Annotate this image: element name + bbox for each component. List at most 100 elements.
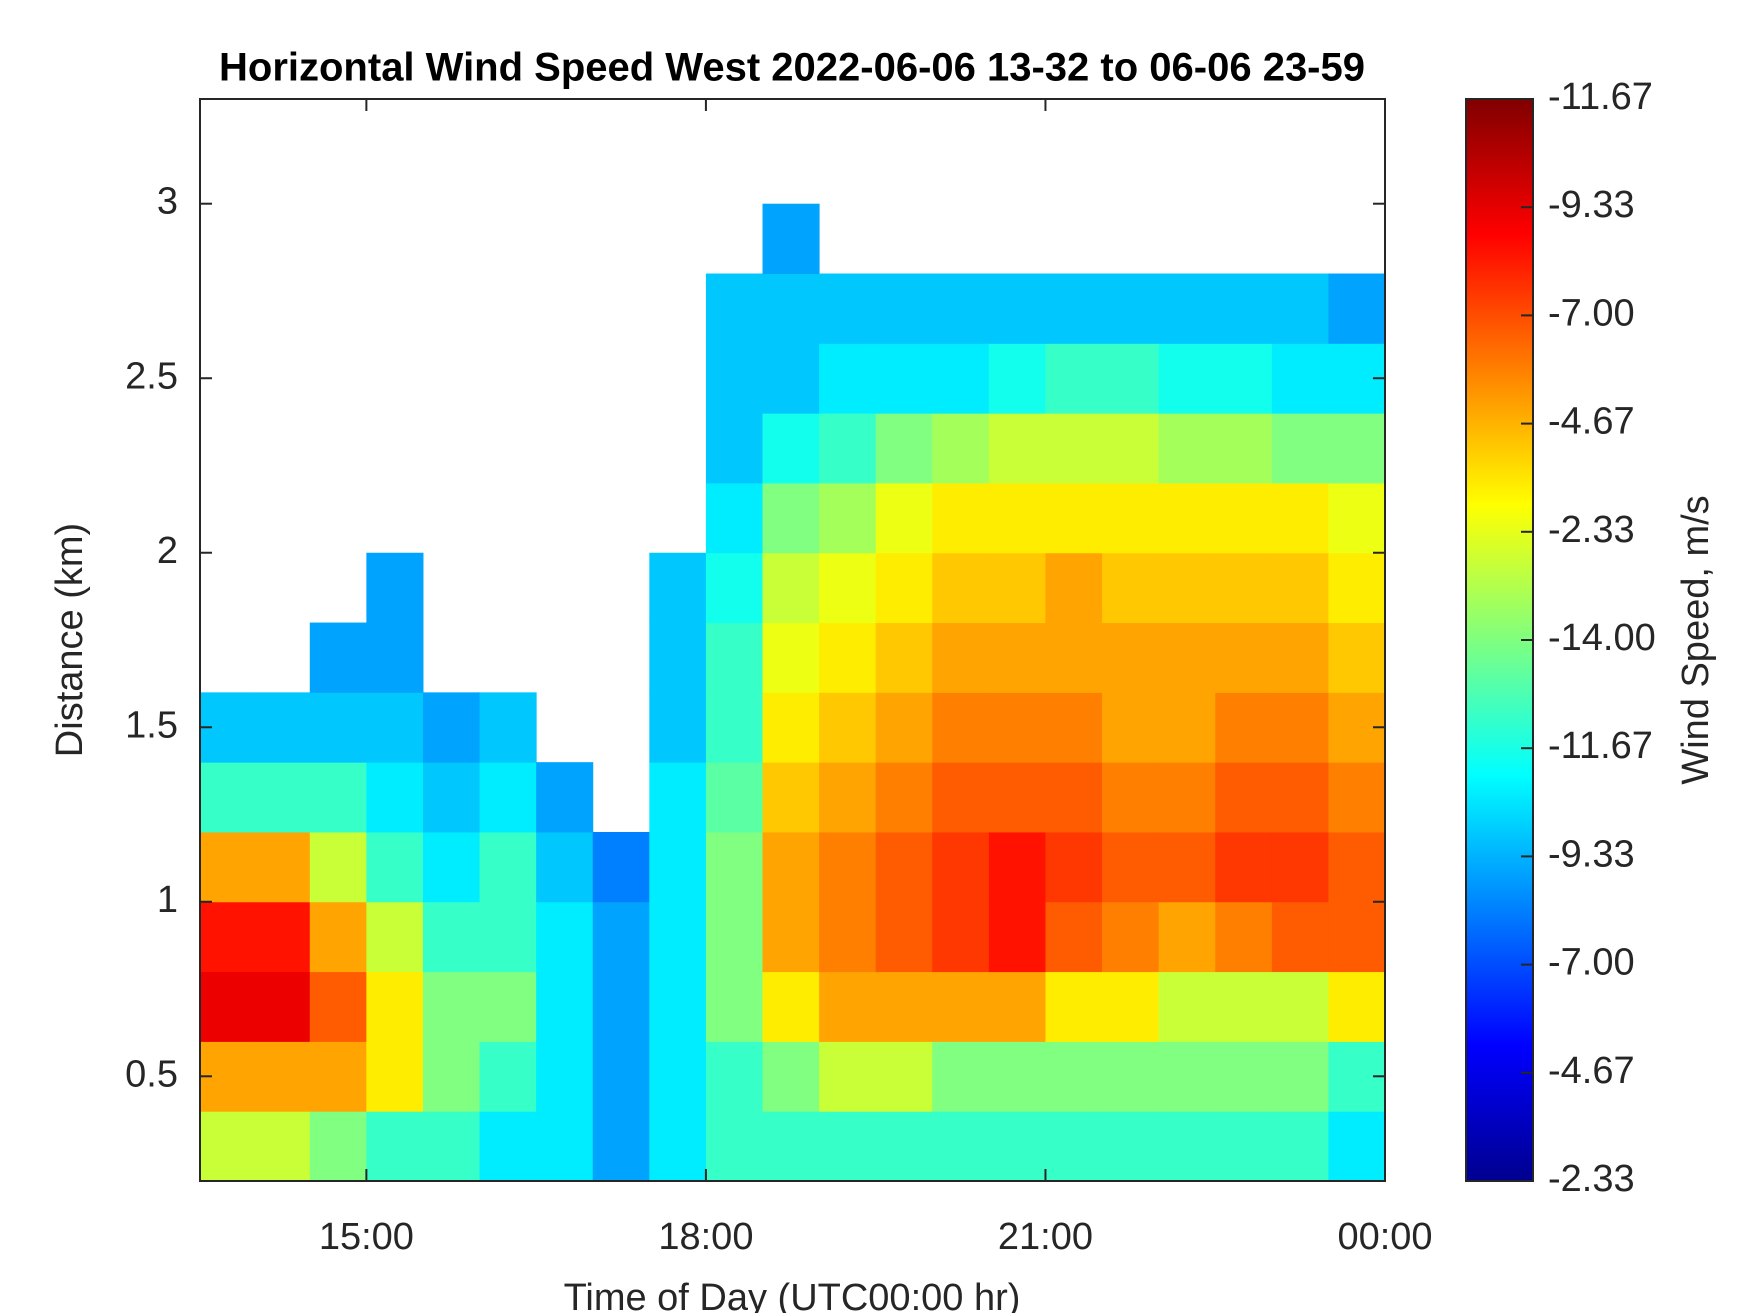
heatmap-cell — [1215, 1111, 1273, 1181]
heatmap-cell — [932, 273, 990, 344]
heatmap-cell — [1271, 971, 1329, 1042]
heatmap-cell — [875, 1111, 933, 1181]
heatmap-cell — [819, 343, 877, 414]
colorbar-tick-label: -9.33 — [1548, 184, 1635, 226]
heatmap-cell — [1102, 692, 1160, 763]
colorbar-tick-label: -4.67 — [1548, 401, 1635, 443]
heatmap-cell — [1271, 273, 1329, 344]
heatmap-cell — [200, 971, 254, 1042]
heatmap-cell — [762, 831, 820, 903]
heatmap-cell — [479, 831, 537, 903]
heatmap-cell — [366, 762, 424, 833]
heatmap-cell — [1102, 552, 1160, 624]
heatmap-cell — [536, 831, 594, 903]
heatmap-cell — [1158, 1041, 1216, 1112]
x-tick-label: 21:00 — [998, 1216, 1093, 1258]
heatmap-cell — [1328, 482, 1385, 554]
heatmap-cell — [649, 692, 707, 763]
heatmap-cell — [649, 1111, 707, 1181]
heatmap-cell — [1215, 901, 1273, 973]
x-tick-label: 15:00 — [319, 1216, 414, 1258]
heatmap-cell — [762, 413, 820, 484]
heatmap-cell — [988, 692, 1046, 763]
heatmap-cell — [536, 901, 594, 973]
heatmap-cell — [1215, 343, 1273, 414]
heatmap-cell — [1158, 901, 1216, 973]
heatmap-cell — [479, 762, 537, 833]
heatmap-cell — [762, 901, 820, 973]
heatmap-cell — [1271, 1111, 1329, 1181]
heatmap-cell — [762, 692, 820, 763]
heatmap-cell — [875, 692, 933, 763]
heatmap-cell — [762, 1111, 820, 1181]
heatmap-cell — [536, 1041, 594, 1112]
heatmap-cell — [1215, 1041, 1273, 1112]
heatmap-cell — [988, 343, 1046, 414]
heatmap-cell — [762, 1041, 820, 1112]
heatmap-cell — [1102, 343, 1160, 414]
heatmap-cell — [309, 622, 367, 693]
heatmap-cell — [1045, 552, 1103, 624]
heatmap-cell — [422, 762, 481, 833]
heatmap-cell — [705, 901, 764, 973]
heatmap-cell — [819, 273, 877, 344]
heatmap-cell — [819, 762, 877, 833]
heatmap-cell — [1215, 622, 1273, 693]
heatmap-cell — [592, 831, 650, 903]
heatmap-cell — [1102, 413, 1160, 484]
heatmap-cell — [705, 622, 764, 693]
colorbar-tick-label: -7.00 — [1548, 292, 1635, 334]
heatmap-cell — [536, 971, 594, 1042]
heatmap-cell — [1271, 762, 1329, 833]
heatmap-cell — [1271, 343, 1329, 414]
heatmap-cell — [988, 971, 1046, 1042]
heatmap-cell — [253, 901, 311, 973]
heatmap-cell — [1158, 552, 1216, 624]
heatmap-cell — [1158, 343, 1216, 414]
heatmap-cell — [875, 1041, 933, 1112]
heatmap-cell — [819, 622, 877, 693]
heatmap-cell — [1102, 1041, 1160, 1112]
y-axis-label: Distance (km) — [49, 523, 91, 757]
plot-frame — [199, 98, 1386, 1182]
colorbar-tick-label: -2.33 — [1548, 1158, 1635, 1200]
x-tick-label: 18:00 — [658, 1216, 753, 1258]
heatmap-cell — [1045, 971, 1103, 1042]
heatmap-cell — [200, 1111, 254, 1181]
heatmap-cell — [536, 1111, 594, 1181]
heatmap-cell — [1102, 971, 1160, 1042]
heatmap-cell — [762, 203, 820, 275]
heatmap-cell — [705, 1111, 764, 1181]
heatmap-cell — [705, 692, 764, 763]
y-tick-label: 2 — [157, 530, 178, 572]
heatmap-cell — [875, 343, 933, 414]
y-tick-label: 3 — [157, 181, 178, 223]
heatmap-cell — [1045, 413, 1103, 484]
heatmap-cell — [1102, 901, 1160, 973]
heatmap-cell — [649, 552, 707, 624]
heatmap-cell — [705, 762, 764, 833]
heatmap-cell — [875, 762, 933, 833]
heatmap-cell — [422, 831, 481, 903]
heatmap-cell — [479, 971, 537, 1042]
heatmap-cell — [819, 413, 877, 484]
heatmap-cell — [988, 552, 1046, 624]
heatmap-cell — [875, 482, 933, 554]
heatmap-cell — [819, 692, 877, 763]
heatmap-cell — [1045, 901, 1103, 973]
heatmap-cell — [592, 1111, 650, 1181]
colorbar-tick-label: -11.67 — [1548, 76, 1653, 118]
heatmap-cell — [762, 273, 820, 344]
heatmap-cell — [1045, 692, 1103, 763]
heatmap-cell — [875, 622, 933, 693]
heatmap-cell — [422, 1111, 481, 1181]
heatmap-cell — [988, 413, 1046, 484]
heatmap-cell — [819, 971, 877, 1042]
heatmap-cell — [1215, 273, 1273, 344]
heatmap-cell — [762, 762, 820, 833]
heatmap — [200, 203, 1385, 1181]
heatmap-cell — [1158, 482, 1216, 554]
heatmap-cell — [309, 762, 367, 833]
heatmap-cell — [1215, 762, 1273, 833]
heatmap-cell — [309, 831, 367, 903]
